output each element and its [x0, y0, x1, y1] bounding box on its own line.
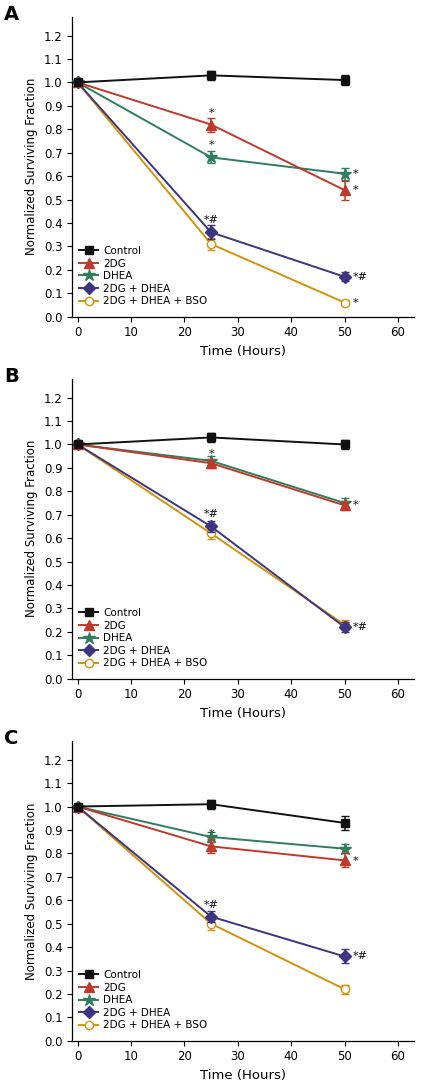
Text: *: *	[353, 169, 358, 179]
Text: *: *	[353, 185, 358, 195]
Text: *: *	[353, 500, 358, 511]
Text: *#: *#	[204, 900, 218, 909]
Text: *#: *#	[353, 622, 368, 633]
Text: *#: *#	[204, 216, 218, 225]
Text: *#: *#	[353, 952, 368, 962]
Text: B: B	[4, 367, 19, 386]
Text: *: *	[353, 297, 358, 307]
X-axis label: Time (Hours): Time (Hours)	[200, 1069, 286, 1082]
Legend: Control, 2DG, DHEA, 2DG + DHEA, 2DG + DHEA + BSO: Control, 2DG, DHEA, 2DG + DHEA, 2DG + DH…	[77, 605, 210, 671]
X-axis label: Time (Hours): Time (Hours)	[200, 707, 286, 720]
Text: *: *	[208, 449, 214, 458]
X-axis label: Time (Hours): Time (Hours)	[200, 345, 286, 358]
Text: *: *	[208, 108, 214, 118]
Y-axis label: Normalized Surviving Fraction: Normalized Surviving Fraction	[25, 803, 38, 979]
Text: *: *	[208, 830, 214, 840]
Legend: Control, 2DG, DHEA, 2DG + DHEA, 2DG + DHEA + BSO: Control, 2DG, DHEA, 2DG + DHEA, 2DG + DH…	[77, 244, 210, 308]
Text: C: C	[4, 729, 18, 748]
Text: *#: *#	[204, 510, 218, 519]
Text: *#: *#	[353, 272, 368, 282]
Text: A: A	[4, 4, 19, 24]
Y-axis label: Normalized Surviving Fraction: Normalized Surviving Fraction	[25, 78, 38, 256]
Y-axis label: Normalized Surviving Fraction: Normalized Surviving Fraction	[25, 440, 38, 617]
Text: *: *	[208, 140, 214, 150]
Legend: Control, 2DG, DHEA, 2DG + DHEA, 2DG + DHEA + BSO: Control, 2DG, DHEA, 2DG + DHEA, 2DG + DH…	[77, 968, 210, 1032]
Text: *: *	[353, 856, 358, 866]
